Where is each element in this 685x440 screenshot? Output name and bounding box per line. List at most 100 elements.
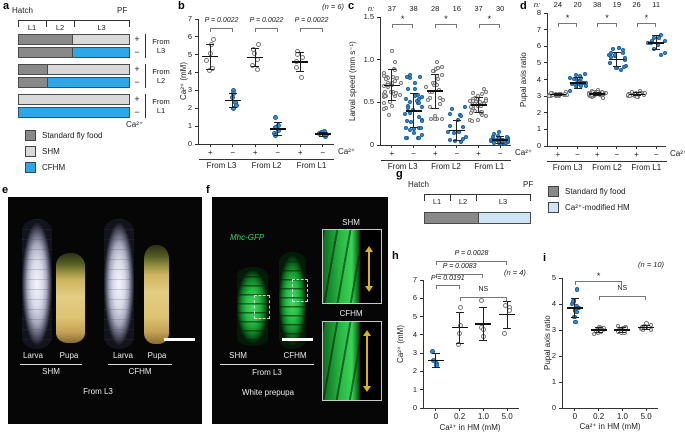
mean-line [202,55,219,58]
data-point-open [389,49,394,54]
condition-underline [20,364,82,365]
y-tick-label: 0.5 [363,97,374,107]
roi-box-cfhm [292,279,308,302]
data-point-filled [567,89,572,94]
data-point-filled [415,93,420,98]
data-point-open [204,58,210,64]
data-point-filled [617,45,622,50]
significance-label: * [400,13,405,24]
error-bar-cap [632,95,641,97]
data-point-filled [408,127,413,132]
photo-caption: From L3 [83,387,113,396]
schedule-segment [19,48,72,57]
data-point-filled [404,96,409,101]
x-tick-label: 0 [572,412,578,421]
data-point-open [424,85,429,90]
n-count: 30 [495,4,505,13]
x-tick-label: 0.2 [593,412,605,421]
mean-line [292,61,309,63]
y-tick-mark [195,72,199,74]
error-bar-cap [642,324,651,326]
timeline-ruler: L1 L2 L3 [424,194,531,206]
data-point-filled [569,301,575,307]
schedule-bar [18,107,130,118]
x-tick-label: − [614,150,620,159]
y-tick-label: 1 [551,377,556,386]
y-tick-mark [195,125,199,127]
data-point-open [249,62,255,68]
group-pair-label: From L3 [546,161,589,172]
y-tick-label: 5 [551,273,556,282]
x-axis-label: Ca²⁺ in HM (mM) [439,423,501,432]
x-axis-label: Ca²⁺ in HM (mM) [579,422,641,431]
data-point-filled [461,137,466,141]
group-pair-label: From L1 [467,160,512,171]
x-tick-label: 0 [433,412,439,421]
data-point-filled [231,105,237,111]
data-point-open [457,304,463,310]
error-bar-cap [594,331,603,333]
schedule-segment [71,35,129,44]
y-tick-label: 3 [536,91,541,101]
n-count: 28 [430,4,440,13]
y-tick-label: 1 [536,124,541,134]
error-bar-cap [632,92,641,94]
stage-caption: White prepupa [241,388,295,397]
x-tick-label: + [207,148,213,157]
y-tick-label: 0 [551,403,556,412]
data-point-open [476,117,481,122]
data-point-filled [497,130,502,135]
y-tick-mark [195,54,199,56]
y-tick-label: 5 [536,57,541,67]
condition-label-cfhm: CFHM [128,367,152,376]
error-bar-cap [318,135,327,137]
mean-line [224,99,241,101]
n-count: 20 [573,0,582,9]
data-point-filled [463,134,468,139]
data-point-open [643,91,648,96]
significance-label: NS [478,286,489,294]
error-bar-cap [612,66,621,68]
data-point-open [601,95,606,100]
data-point-filled [403,136,408,141]
y-tick-label: 0 [187,139,192,148]
data-point-filled [583,72,588,77]
y-tick-label: 0 [369,140,374,149]
group-pair-label: From L1 [289,159,334,170]
x-tick-mark [645,408,647,411]
panel-e-photo: Larva Pupa Larva Pupa SHM CFHM From L3 [8,197,202,424]
legend-label: CFHM [42,163,66,172]
pair-label: From L3 [152,37,170,55]
significance-label: * [565,12,570,23]
data-point-open [299,75,305,81]
error-bar-cap [452,140,461,142]
data-point-filled [662,39,667,44]
segment-length-arrow [363,330,371,392]
error-bar-cap [652,49,661,51]
panel-g: g Hatch PF L1 L2 L3 Standard fly food Ca… [392,168,685,242]
ruler-tick [46,21,47,27]
mean-line [589,93,606,95]
x-tick-label: 0.2 [454,412,466,421]
data-point-filled [409,120,414,125]
mean-line [590,329,607,331]
y-tick-label: 2 [536,107,541,117]
y-tick-label: 0 [412,403,417,412]
specimen-label: Larva [22,351,43,360]
y-tick-mark [544,128,548,130]
panel-letter-d: d [520,0,527,12]
y-tick-mark [377,101,381,103]
y-axis-label: Pupal axis ratio [543,315,552,371]
data-point-open [469,105,474,110]
error-bar-cap [273,135,282,137]
timeline-ruler: L1 L2 L3 [18,20,130,32]
mean-line [269,128,286,130]
sample-size-note: (n = 6) [322,2,344,11]
error-bar-cap [503,327,512,329]
ruler-tick [18,21,19,27]
significance-label: P = 0.0191 [430,274,465,282]
condition-label-shm: SHM [229,351,247,360]
pupa-photo-cfhm [144,245,169,344]
data-point-open [439,117,444,122]
data-point-open [383,76,388,81]
